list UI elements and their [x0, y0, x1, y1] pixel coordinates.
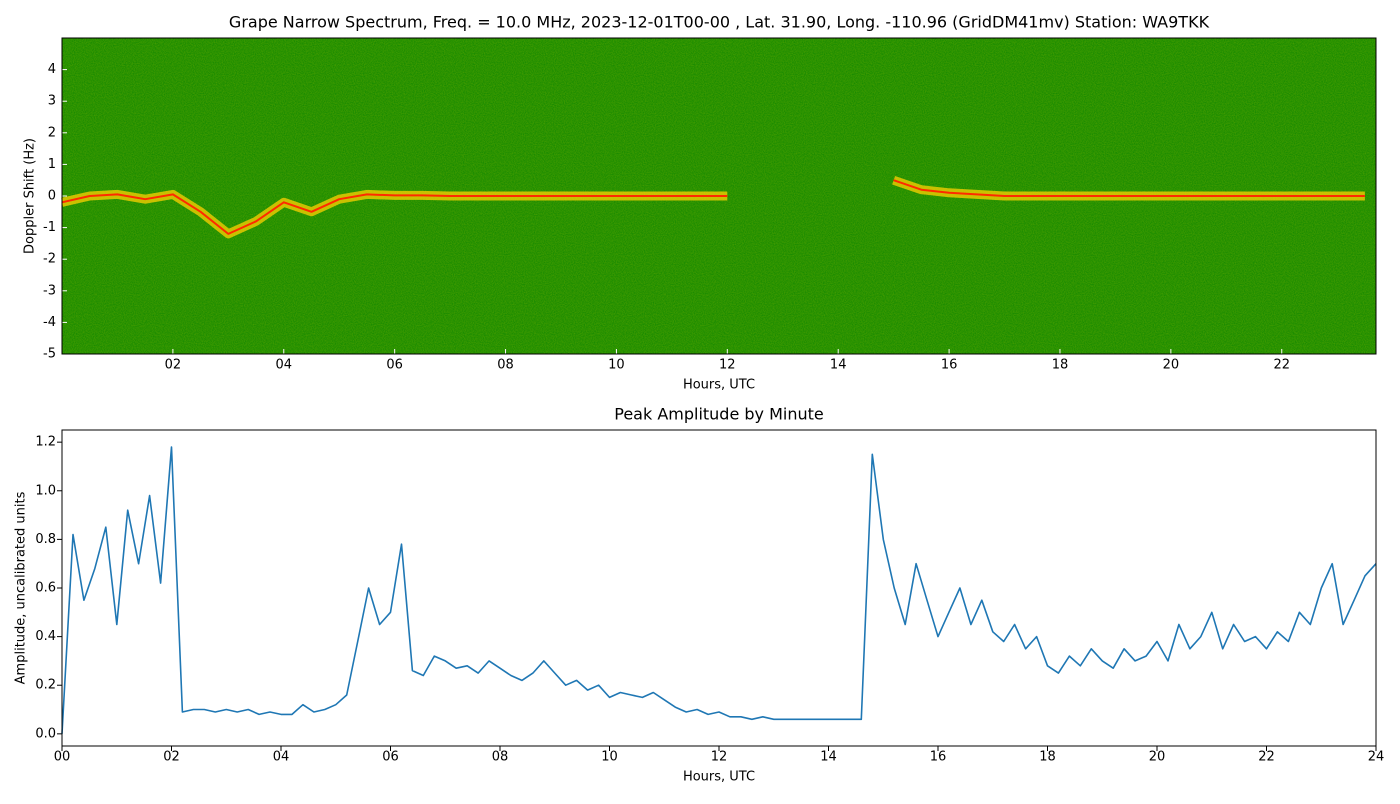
plot-frame: [61, 429, 1377, 747]
x-tick-label: 20: [1163, 358, 1180, 373]
x-tick-label: 22: [1258, 750, 1275, 765]
y-tick-label: -1: [43, 220, 56, 235]
x-tick-label: 14: [820, 750, 837, 765]
doppler-trace: [61, 179, 1365, 235]
y-tick-label: 0: [48, 189, 56, 204]
y-axis-label: Doppler Shift (Hz): [23, 138, 38, 254]
x-axis-label: Hours, UTC: [683, 378, 755, 393]
y-tick-label: 3: [48, 94, 56, 109]
x-tick-label: 10: [601, 750, 618, 765]
x-tick-label: 08: [497, 358, 514, 373]
x-tick-label: 08: [492, 750, 509, 765]
x-tick-label: 10: [608, 358, 625, 373]
y-tick-label: -4: [43, 315, 56, 330]
y-tick-label: -3: [43, 283, 56, 298]
y-tick-label: -2: [43, 252, 56, 267]
x-tick-label: 16: [941, 358, 958, 373]
x-tick-label: 04: [275, 358, 292, 373]
chart-title: Peak Amplitude by Minute: [614, 405, 824, 424]
x-tick-label: 22: [1273, 358, 1290, 373]
x-tick-label: 06: [386, 358, 403, 373]
x-tick-label: 24: [1368, 750, 1385, 765]
y-axis-label: Amplitude, uncalibrated units: [14, 491, 29, 684]
x-tick-label: 18: [1052, 358, 1069, 373]
y-tick-label: 0.0: [35, 726, 56, 741]
y-tick-label: 2: [48, 125, 56, 140]
x-tick-label: 02: [165, 358, 182, 373]
x-axis-label: Hours, UTC: [683, 770, 755, 785]
x-tick-label: 02: [163, 750, 180, 765]
plot-frame: [61, 37, 1377, 355]
amplitude-line: [61, 446, 1377, 734]
y-tick-label: -5: [43, 347, 56, 362]
x-tick-label: 14: [830, 358, 847, 373]
chart-title: Grape Narrow Spectrum, Freq. = 10.0 MHz,…: [229, 13, 1210, 32]
x-tick-label: 12: [719, 358, 736, 373]
y-tick-label: 0.8: [35, 532, 56, 547]
y-tick-label: 1: [48, 157, 56, 172]
y-tick-label: 4: [48, 62, 56, 77]
y-tick-label: 1.2: [35, 435, 56, 450]
x-tick-label: 18: [1039, 750, 1056, 765]
x-tick-label: 16: [930, 750, 947, 765]
x-tick-label: 00: [54, 750, 71, 765]
y-tick-label: 0.2: [35, 678, 56, 693]
y-tick-label: 1.0: [35, 483, 56, 498]
x-tick-label: 12: [711, 750, 728, 765]
x-tick-label: 06: [382, 750, 399, 765]
y-tick-label: 0.6: [35, 581, 56, 596]
y-tick-label: 0.4: [35, 629, 56, 644]
x-tick-label: 04: [273, 750, 290, 765]
x-tick-label: 20: [1149, 750, 1166, 765]
